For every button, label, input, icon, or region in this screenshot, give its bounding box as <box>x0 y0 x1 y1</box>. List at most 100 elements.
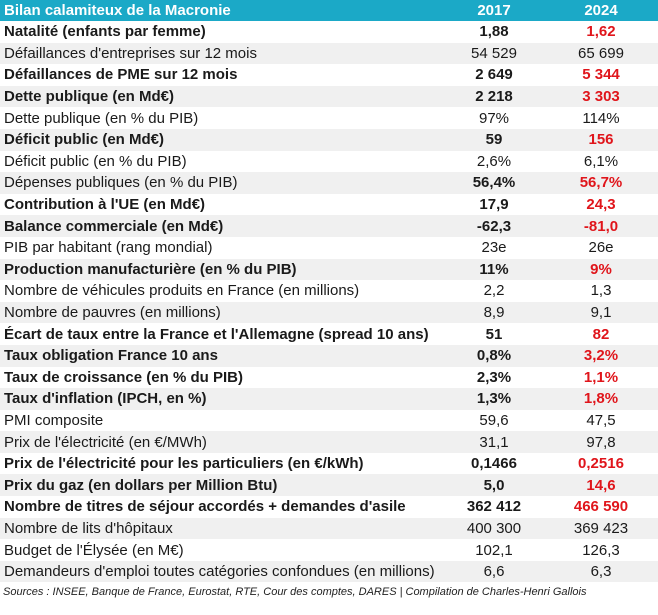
value-2024: 1,8% <box>583 390 619 408</box>
table-row: Taux obligation France 10 ans 0,8% 3,2% <box>0 344 658 367</box>
value-2017: 56,4% <box>472 174 516 192</box>
row-label: Balance commerciale (en Md€) <box>4 217 224 235</box>
value-2017: 1,3% <box>476 390 512 408</box>
table-row: Dépenses publiques (en % du PIB) 56,4% 56,… <box>0 172 658 194</box>
table-row: Production manufacturière (en % du PIB) 1… <box>0 258 658 281</box>
value-2017: 1,88 <box>479 23 509 41</box>
row-label: Nombre de lits d'hôpitaux <box>4 519 173 537</box>
value-2024: 9% <box>590 260 612 278</box>
row-label: Déficit public (en Md€) <box>4 131 165 149</box>
row-label: Prix de l'électricité (en €/MWh) <box>4 433 207 451</box>
table-title: Bilan calamiteux de la Macronie <box>4 2 231 19</box>
table-row: PMI composite 59,6 47,5 <box>0 409 658 432</box>
column-header-2017: 2017 <box>477 2 511 19</box>
value-2017: 59,6 <box>479 411 509 429</box>
value-2024: 56,7% <box>579 174 623 192</box>
value-2024: 3 303 <box>582 88 620 106</box>
value-2024: -81,0 <box>583 217 619 235</box>
row-label: Nombre de titres de séjour accordés + de… <box>4 498 406 516</box>
value-2017: 5,0 <box>483 476 505 494</box>
row-label: Déficit public (en % du PIB) <box>4 152 187 170</box>
value-2024: 97,8 <box>586 433 616 451</box>
row-label: Taux d'inflation (IPCH, en %) <box>4 390 207 408</box>
value-2017: 11% <box>479 260 509 278</box>
row-label: Budget de l'Élysée (en M€) <box>4 541 184 559</box>
table-row: Nombre de véhicules produits en France (… <box>0 280 658 302</box>
value-2017: 2,2 <box>483 282 505 300</box>
value-2024: 114% <box>582 109 620 127</box>
row-label: PIB par habitant (rang mondial) <box>4 239 213 257</box>
value-2017: 0,8% <box>476 347 512 365</box>
value-2017: 31,1 <box>479 433 509 451</box>
value-2017: 51 <box>485 325 503 343</box>
value-2017: 97% <box>478 109 510 127</box>
value-2017: -62,3 <box>476 217 512 235</box>
value-2024: 126,3 <box>582 541 620 559</box>
value-2017: 59 <box>485 131 503 149</box>
row-label: Dette publique (en % du PIB) <box>4 109 199 127</box>
table-row: Défaillances de PME sur 12 mois 2 649 5 34… <box>0 64 658 86</box>
row-label: Taux de croissance (en % du PIB) <box>4 368 243 386</box>
value-2024: 156 <box>588 131 614 149</box>
value-2024: 47,5 <box>586 411 616 429</box>
table-row: Écart de taux entre la France et l'Allem… <box>0 323 658 345</box>
row-label: Nombre de pauvres (en millions) <box>4 304 221 322</box>
row-label: Prix du gaz (en dollars per Million Btu) <box>4 476 278 494</box>
value-2017: 2 649 <box>475 66 513 84</box>
value-2024: 1,1% <box>583 368 619 386</box>
table-row: Taux d'inflation (IPCH, en %) 1,3% 1,8% <box>0 388 658 410</box>
value-2024: 82 <box>592 325 610 343</box>
macronie-table: Bilan calamiteux de la Macronie 2017 202… <box>0 0 658 598</box>
table-row: Prix du gaz (en dollars per Million Btu)… <box>0 474 658 497</box>
table-row: Déficit public (en Md€) 59 156 <box>0 128 658 151</box>
column-header-2024: 2024 <box>584 2 618 19</box>
row-label: Prix de l'électricité pour les particuli… <box>4 455 364 473</box>
value-2024: 9,1 <box>590 304 612 322</box>
value-2024: 1,3 <box>590 282 612 300</box>
value-2024: 6,3 <box>590 563 612 581</box>
value-2024: 14,6 <box>586 476 616 494</box>
table-row: Dette publique (en Md€) 2 218 3 303 <box>0 85 658 108</box>
value-2017: 400 300 <box>466 519 522 537</box>
table-row: Natalité (enfants par femme) 1,88 1,62 <box>0 21 658 43</box>
value-2017: 362 412 <box>466 498 522 516</box>
value-2024: 5 344 <box>582 66 620 84</box>
sources-note: Sources : INSEE, Banque de France, Euros… <box>3 586 587 599</box>
value-2024: 26e <box>588 239 614 257</box>
table-row: Nombre de lits d'hôpitaux 400 300 369 423 <box>0 517 658 540</box>
value-2024: 6,1% <box>583 152 619 170</box>
table-row: Balance commerciale (en Md€) -62,3 -81,0 <box>0 215 658 237</box>
row-label: Défaillances de PME sur 12 mois <box>4 66 238 84</box>
value-2017: 54 529 <box>471 44 517 62</box>
value-2024: 3,2% <box>583 347 619 365</box>
table-row: Contribution à l'UE (en Md€) 17,9 24,3 <box>0 193 658 216</box>
value-2024: 0,2516 <box>578 455 624 473</box>
row-label: Production manufacturière (en % du PIB) <box>4 260 297 278</box>
row-label: Défaillances d'entreprises sur 12 mois <box>4 44 257 62</box>
row-label: Dette publique (en Md€) <box>4 88 174 106</box>
table-row: Nombre de titres de séjour accordés + de… <box>0 496 658 518</box>
table-body: Natalité (enfants par femme) 1,88 1,62 Défa… <box>0 21 658 583</box>
value-2024: 1,62 <box>586 23 616 41</box>
value-2017: 0,1466 <box>471 455 517 473</box>
value-2024: 369 423 <box>573 519 629 537</box>
table-row: Prix de l'électricité pour les particuli… <box>0 452 658 475</box>
table-row: Nombre de pauvres (en millions) 8,9 9,1 <box>0 301 658 324</box>
table-row: Budget de l'Élysée (en M€) 102,1 126,3 <box>0 539 658 561</box>
row-label: Dépenses publiques (en % du PIB) <box>4 174 238 192</box>
value-2017: 8,9 <box>483 304 505 322</box>
value-2017: 2,3% <box>476 368 512 386</box>
table-row: Défaillances d'entreprises sur 12 mois 54… <box>0 42 658 65</box>
table-row: Taux de croissance (en % du PIB) 2,3% 1,1% <box>0 366 658 389</box>
value-2024: 466 590 <box>573 498 629 516</box>
value-2017: 23e <box>481 239 507 257</box>
table-row: Dette publique (en % du PIB) 97% 114% <box>0 107 658 129</box>
row-label: Écart de taux entre la France et l'Allem… <box>4 325 429 343</box>
row-label: Demandeurs d'emploi toutes catégories co… <box>4 563 435 581</box>
table-row: Prix de l'électricité (en €/MWh) 31,1 97,8 <box>0 431 658 453</box>
value-2017: 6,6 <box>483 563 505 581</box>
row-label: Taux obligation France 10 ans <box>4 347 218 365</box>
value-2017: 17,9 <box>479 196 509 214</box>
value-2017: 2,6% <box>476 152 512 170</box>
row-label: Nombre de véhicules produits en France (… <box>4 282 360 300</box>
